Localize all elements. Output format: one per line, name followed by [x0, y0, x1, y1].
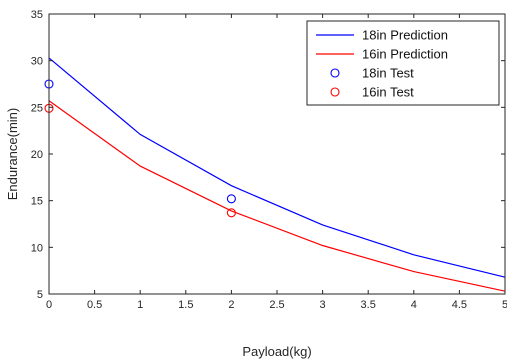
x-tick-label: 3: [320, 299, 326, 311]
x-tick-label: 4: [411, 299, 417, 311]
x-axis-ticks: 0 0.5 1 1.5 2 2.5 3 3.5 4 4.5 5: [46, 14, 507, 311]
y-tick-label: 30: [31, 56, 43, 68]
y-tick-label: 35: [31, 9, 43, 21]
y-tick-label: 15: [31, 196, 43, 208]
data-point-18in-test: [226, 194, 236, 204]
x-tick-label: 2: [228, 299, 234, 311]
x-axis-label: Payload(kg): [242, 344, 311, 359]
series-line-18in-prediction: [48, 57, 506, 278]
series-line-16in-prediction: [48, 100, 506, 292]
legend: 18in Prediction 16in Prediction 18in Test 1…: [306, 20, 500, 106]
legend-swatch-marker: [330, 87, 340, 97]
legend-entry-label: 16in Test: [362, 85, 414, 100]
y-tick-label: 10: [31, 242, 43, 254]
y-axis-ticks: 5 10 15 20 25 30 35: [31, 9, 505, 301]
y-axis-label: Endurance(min): [5, 108, 20, 201]
legend-swatch-marker: [330, 68, 340, 78]
x-tick-label: 4.5: [452, 299, 467, 311]
x-tick-label: 0.5: [87, 299, 102, 311]
x-tick-label: 1.5: [178, 299, 193, 311]
x-tick-label: 0: [46, 299, 52, 311]
series-layer: [44, 57, 506, 292]
x-tick-label: 3.5: [361, 299, 376, 311]
y-tick-label: 5: [37, 289, 43, 301]
y-tick-label: 20: [31, 149, 43, 161]
legend-entry-label: 18in Test: [362, 66, 414, 81]
y-tick-label: 25: [31, 102, 43, 114]
x-tick-label: 2.5: [269, 299, 284, 311]
x-tick-label: 5: [502, 299, 507, 311]
legend-entry-label: 18in Prediction: [362, 28, 448, 43]
legend-entry-label: 16in Prediction: [362, 47, 448, 62]
x-tick-label: 1: [137, 299, 143, 311]
data-point-16in-test: [226, 208, 236, 218]
